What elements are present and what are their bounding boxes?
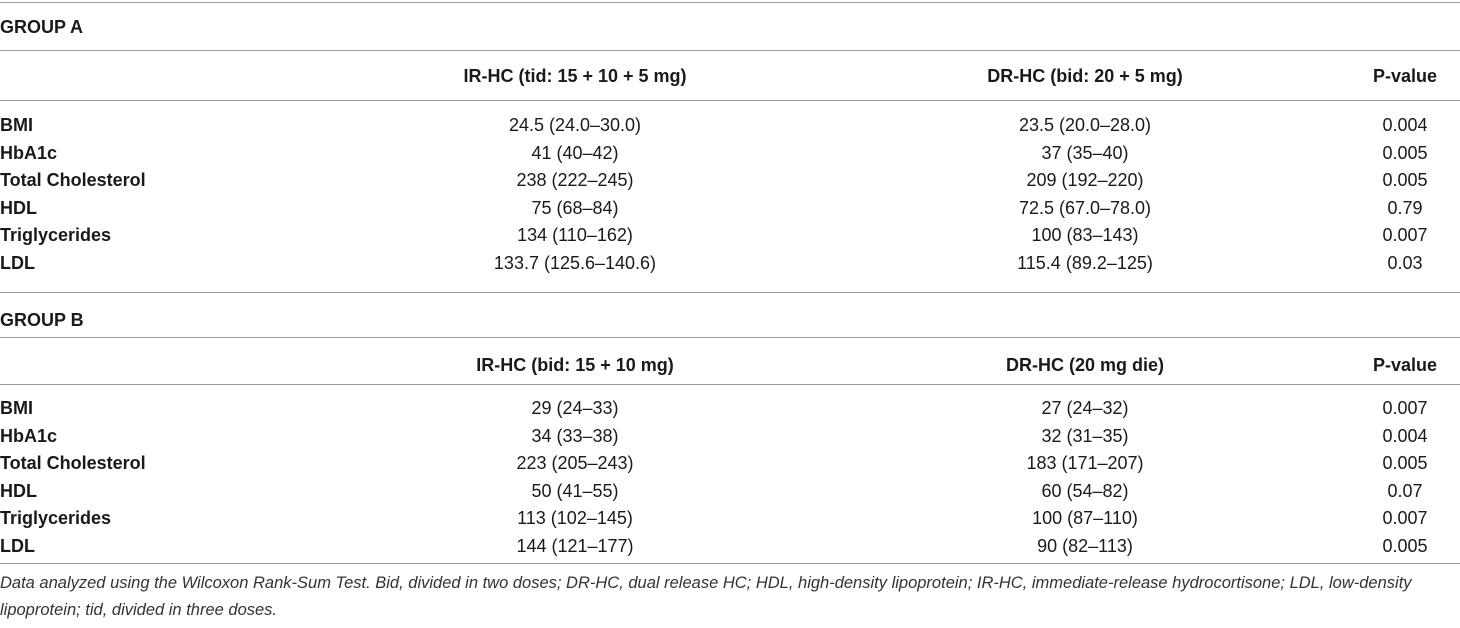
row-label: LDL bbox=[0, 535, 35, 556]
group-a-header-rule bbox=[0, 100, 1460, 101]
row-label: HDL bbox=[0, 197, 37, 218]
dr-hc-value: 37 (35–40) bbox=[1041, 142, 1129, 163]
table-row: HbA1c 34 (33–38) 32 (31–35) 0.004 bbox=[0, 423, 1460, 451]
p-value: 0.004 bbox=[1382, 115, 1428, 135]
row-label: Triglycerides bbox=[0, 508, 112, 528]
row-label: Total Cholesterol bbox=[0, 170, 146, 190]
ir-hc-value: 24.5 (24.0–30.0) bbox=[508, 115, 642, 135]
group-a-header-ir-hc: IR-HC (tid: 15 + 10 + 5 mg) bbox=[463, 66, 687, 86]
group-b-title-rule bbox=[0, 337, 1460, 338]
table-row: BMI 29 (24–33) 27 (24–32) 0.007 bbox=[0, 395, 1460, 423]
p-value: 0.005 bbox=[1382, 142, 1428, 163]
ir-hc-value: 113 (102–145) bbox=[517, 508, 633, 528]
dr-hc-value: 100 (83–143) bbox=[1031, 225, 1139, 245]
group-b-title: GROUP B bbox=[0, 310, 84, 330]
group-a-title: GROUP A bbox=[0, 17, 84, 37]
p-value: 0.007 bbox=[1382, 225, 1428, 245]
p-value: 0.007 bbox=[1382, 508, 1428, 528]
dr-hc-value: 115.4 (89.2–125) bbox=[1017, 252, 1153, 273]
group-b-header-p-value: P-value bbox=[1372, 355, 1438, 375]
table-row: Triglycerides 113 (102–145) 100 (87–110)… bbox=[0, 505, 1460, 533]
group-b-top-rule bbox=[0, 292, 1460, 293]
dr-hc-value: 23.5 (20.0–28.0) bbox=[1018, 115, 1152, 135]
p-value: 0.79 bbox=[1387, 197, 1423, 218]
dr-hc-value: 72.5 (67.0–78.0) bbox=[1018, 197, 1152, 218]
dr-hc-value: 90 (82–113) bbox=[1037, 535, 1133, 556]
ir-hc-value: 41 (40–42) bbox=[531, 142, 619, 163]
ir-hc-value: 223 (205–243) bbox=[516, 453, 634, 473]
dr-hc-value: 60 (54–82) bbox=[1041, 480, 1129, 501]
dr-hc-value: 100 (87–110) bbox=[1032, 508, 1138, 528]
table-row: Total Cholesterol 238 (222–245) 209 (192… bbox=[0, 167, 1460, 195]
group-b-header-dr-hc: DR-HC (20 mg die) bbox=[1005, 355, 1164, 375]
ir-hc-value: 34 (33–38) bbox=[531, 425, 619, 446]
ir-hc-value: 144 (121–177) bbox=[516, 535, 634, 556]
row-label: BMI bbox=[0, 115, 33, 135]
table-top-rule bbox=[0, 2, 1460, 3]
row-label: HDL bbox=[0, 480, 37, 501]
ir-hc-value: 133.7 (125.6–140.6) bbox=[493, 252, 657, 273]
row-label: Triglycerides bbox=[0, 225, 112, 245]
ir-hc-value: 238 (222–245) bbox=[516, 170, 634, 190]
group-a-header-p-value: P-value bbox=[1372, 66, 1438, 86]
table-row: LDL 133.7 (125.6–140.6) 115.4 (89.2–125)… bbox=[0, 250, 1460, 278]
p-value: 0.004 bbox=[1382, 425, 1428, 446]
p-value: 0.005 bbox=[1382, 453, 1428, 473]
ir-hc-value: 134 (110–162) bbox=[517, 225, 633, 245]
table-row: HDL 50 (41–55) 60 (54–82) 0.07 bbox=[0, 478, 1460, 506]
p-value: 0.07 bbox=[1387, 480, 1423, 501]
row-label: LDL bbox=[0, 252, 35, 273]
table-row: LDL 144 (121–177) 90 (82–113) 0.005 bbox=[0, 533, 1460, 561]
group-a-title-rule bbox=[0, 50, 1460, 51]
p-value: 0.03 bbox=[1387, 252, 1423, 273]
group-a-header-dr-hc: DR-HC (bid: 20 + 5 mg) bbox=[987, 66, 1183, 86]
table-row: HbA1c 41 (40–42) 37 (35–40) 0.005 bbox=[0, 140, 1460, 168]
table-row: BMI 24.5 (24.0–30.0) 23.5 (20.0–28.0) 0.… bbox=[0, 112, 1460, 140]
p-value: 0.005 bbox=[1382, 535, 1428, 556]
row-label: BMI bbox=[0, 398, 33, 418]
group-b-header-rule bbox=[0, 384, 1460, 385]
p-value: 0.005 bbox=[1382, 170, 1428, 190]
table-row: Triglycerides 134 (110–162) 100 (83–143)… bbox=[0, 222, 1460, 250]
p-value: 0.007 bbox=[1382, 398, 1428, 418]
dr-hc-value: 32 (31–35) bbox=[1041, 425, 1129, 446]
row-label: HbA1c bbox=[0, 425, 58, 446]
group-b-header-ir-hc: IR-HC (bid: 15 + 10 mg) bbox=[476, 355, 674, 375]
dr-hc-value: 183 (171–207) bbox=[1026, 453, 1144, 473]
row-label: HbA1c bbox=[0, 142, 58, 163]
table-row: HDL 75 (68–84) 72.5 (67.0–78.0) 0.79 bbox=[0, 195, 1460, 223]
table-bottom-rule bbox=[0, 563, 1460, 564]
ir-hc-value: 75 (68–84) bbox=[531, 197, 619, 218]
table-row: Total Cholesterol 223 (205–243) 183 (171… bbox=[0, 450, 1460, 478]
table-footnote: Data analyzed using the Wilcoxon Rank-Su… bbox=[0, 574, 1412, 619]
ir-hc-value: 50 (41–55) bbox=[531, 480, 619, 501]
dr-hc-value: 209 (192–220) bbox=[1026, 170, 1144, 190]
dr-hc-value: 27 (24–32) bbox=[1041, 398, 1129, 418]
ir-hc-value: 29 (24–33) bbox=[531, 398, 619, 418]
row-label: Total Cholesterol bbox=[0, 453, 146, 473]
